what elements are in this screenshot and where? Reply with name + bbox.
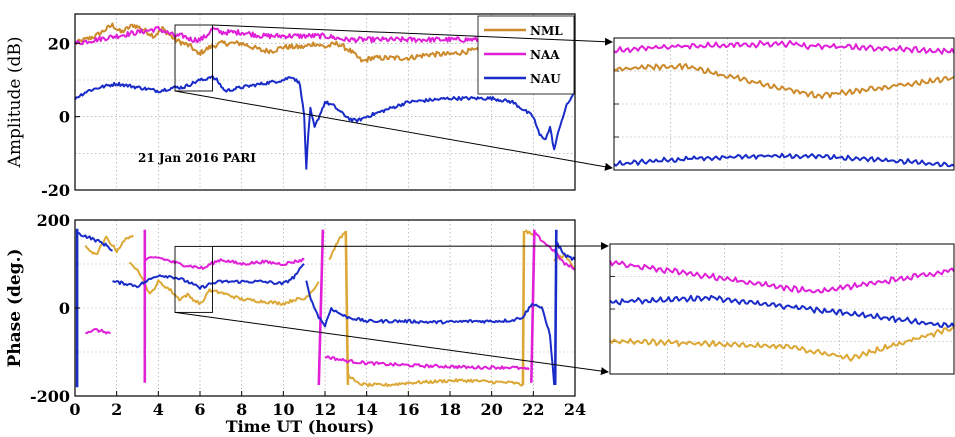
- x-tick-label: 4: [153, 400, 164, 419]
- series-line-nau: [553, 229, 558, 386]
- series-line-naa: [144, 256, 305, 270]
- x-tick-label: 8: [236, 400, 247, 419]
- zoom-connector-arrow: [174, 311, 609, 376]
- series-line-nml: [74, 22, 514, 63]
- series-line-nau: [77, 231, 113, 252]
- phase-inset-series: [609, 260, 955, 362]
- series-line-nau: [533, 303, 556, 386]
- x-tick-label: 0: [69, 400, 80, 419]
- phase-zoom-inset: [609, 243, 955, 375]
- y-tick-label: 200: [37, 211, 70, 230]
- x-tick-label: 2: [111, 400, 122, 419]
- x-tick-label: 10: [272, 400, 294, 419]
- zoom-connector-arrow: [212, 24, 613, 46]
- inset-series-naa: [609, 260, 955, 294]
- inset-series-nml: [613, 62, 955, 100]
- series-line-nau: [112, 263, 305, 290]
- x-tick-label: 24: [564, 400, 586, 419]
- inset-series-nau: [613, 152, 955, 168]
- inset-series-nml: [609, 326, 955, 362]
- x-tick-label: 12: [314, 400, 336, 419]
- series-line-nml: [328, 230, 347, 261]
- amplitude-series: [74, 22, 576, 170]
- legend-label-nml: NML: [530, 24, 563, 38]
- amplitude-zoom-inset: [613, 37, 955, 171]
- y-tick-label: 20: [48, 34, 70, 53]
- legend: NML NAA NAU: [477, 15, 575, 95]
- date-annotation: 21 Jan 2016 PARI: [138, 151, 256, 165]
- x-tick-label: 6: [194, 400, 205, 419]
- series-line-naa: [317, 229, 325, 386]
- x-tick-label: 22: [522, 400, 544, 419]
- phase-series: [75, 228, 576, 388]
- series-line-nml: [84, 234, 134, 255]
- amplitude-inset-series: [613, 39, 955, 168]
- y-tick-label: 0: [59, 299, 70, 318]
- x-tick-label: 20: [481, 400, 503, 419]
- x-axis-label: Time UT (hours): [226, 417, 375, 436]
- legend-label-nau: NAU: [530, 72, 561, 86]
- series-line-nau: [555, 241, 576, 261]
- y-tick-label: -20: [41, 181, 70, 200]
- series-line-nau: [305, 280, 534, 328]
- series-line-naa: [85, 328, 111, 335]
- amplitude-y-label: Amplitude (dB): [5, 37, 25, 169]
- phase-y-ticks: 200 0 -200: [30, 211, 80, 406]
- series-line-naa: [74, 25, 514, 46]
- series-line-nml: [524, 229, 535, 237]
- series-line-nml: [521, 230, 526, 386]
- inset-series-nau: [609, 294, 955, 329]
- y-tick-label: -200: [30, 387, 70, 406]
- legend-label-naa: NAA: [530, 48, 560, 62]
- series-line-naa: [530, 229, 536, 383]
- zoom-box: [174, 245, 213, 313]
- amplitude-y-ticks: 20 0 -20: [41, 34, 80, 200]
- inset-series-naa: [613, 39, 955, 55]
- phase-x-ticks: 0 2 4 6 8 10 12 14 16 18 20 22 24: [69, 391, 586, 419]
- x-tick-label: 18: [439, 400, 461, 419]
- phase-zoom-box: [174, 245, 213, 313]
- zoom-connector-arrow: [174, 90, 613, 171]
- series-line-nml: [346, 372, 524, 388]
- zoom-connectors: [174, 24, 613, 376]
- amplitude-zoom-box: [174, 24, 213, 92]
- series-line-nau: [74, 75, 576, 170]
- series-line-nml: [344, 230, 350, 386]
- series-line-nml: [128, 261, 320, 306]
- amplitude-panel: 20 0 -20 Amplitude (dB) 21 Jan 2016 PARI N…: [5, 13, 576, 200]
- x-tick-label: 14: [356, 400, 378, 419]
- series-line-naa: [324, 355, 530, 371]
- phase-y-label: Phase (deg.): [5, 248, 25, 367]
- y-tick-label: 0: [59, 108, 70, 127]
- zoom-box: [174, 24, 213, 92]
- x-tick-label: 16: [397, 400, 419, 419]
